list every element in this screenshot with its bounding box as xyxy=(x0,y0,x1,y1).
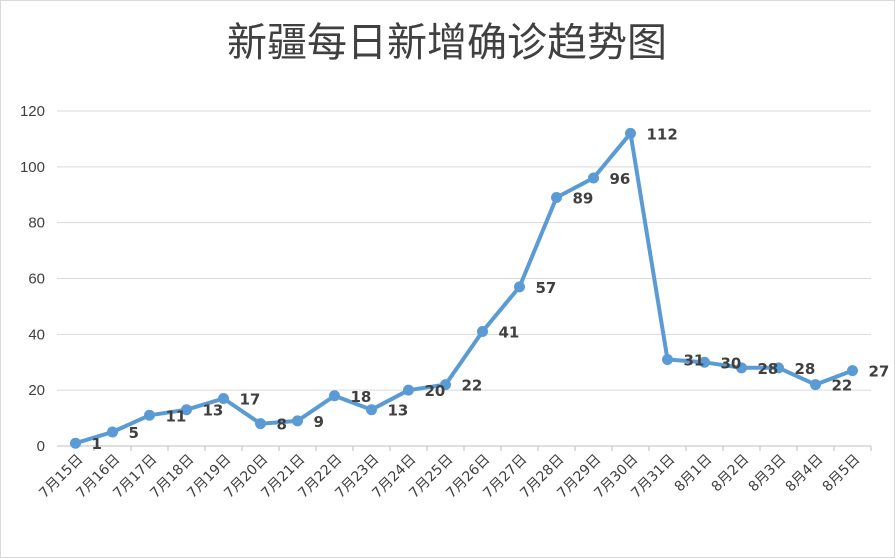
data-point xyxy=(847,365,858,377)
data-label: 112 xyxy=(647,125,678,143)
data-point xyxy=(292,415,303,427)
x-tick-label: 8月2日 xyxy=(709,452,753,496)
series-confirmed-cases xyxy=(70,127,858,449)
data-label: 96 xyxy=(610,170,631,188)
data-label: 89 xyxy=(573,190,594,208)
data-point xyxy=(810,379,821,391)
data-label: 13 xyxy=(203,402,224,420)
data-point xyxy=(255,418,266,430)
data-point xyxy=(107,426,118,438)
data-point xyxy=(662,353,673,365)
x-tick-label: 8月5日 xyxy=(820,452,864,496)
data-label: 9 xyxy=(314,413,324,431)
data-point xyxy=(218,393,229,405)
data-point xyxy=(477,326,488,338)
data-point xyxy=(736,362,747,374)
data-label: 1 xyxy=(92,435,102,453)
y-tick-label: 120 xyxy=(20,103,45,120)
data-label: 11 xyxy=(166,407,187,425)
data-point xyxy=(144,409,155,421)
data-label: 57 xyxy=(536,279,557,297)
x-tick-label: 8月3日 xyxy=(746,452,790,496)
x-tick-label: 8月1日 xyxy=(672,452,716,496)
y-tick-label: 0 xyxy=(37,438,45,455)
data-label: 28 xyxy=(795,360,816,378)
data-point xyxy=(366,404,377,416)
data-label: 30 xyxy=(721,354,742,372)
data-point xyxy=(440,379,451,391)
data-label: 13 xyxy=(388,402,409,420)
data-point xyxy=(329,390,340,402)
data-label: 41 xyxy=(499,324,520,342)
y-tick-label: 20 xyxy=(28,382,45,399)
x-axis: 7月15日7月16日7月17日7月18日7月19日7月20日7月21日7月22日… xyxy=(36,445,872,502)
data-label: 27 xyxy=(869,363,890,381)
data-label: 31 xyxy=(684,351,705,369)
data-point xyxy=(181,404,192,416)
data-label: 5 xyxy=(129,424,139,442)
data-label: 17 xyxy=(240,391,261,409)
data-point xyxy=(699,356,710,368)
data-point xyxy=(514,281,525,293)
data-point xyxy=(403,384,414,396)
y-axis: 0 20 40 60 80 100 120 xyxy=(20,103,45,455)
y-tick-label: 40 xyxy=(28,326,45,343)
x-tick-label: 8月4日 xyxy=(783,452,827,496)
data-label: 18 xyxy=(351,388,372,406)
data-point xyxy=(588,172,599,184)
data-point xyxy=(70,437,81,449)
chart-title: 新疆每日新增确诊趋势图 xyxy=(227,20,667,66)
y-tick-label: 100 xyxy=(20,159,45,176)
gridlines xyxy=(57,110,871,391)
series-line xyxy=(73,131,855,446)
data-point xyxy=(625,127,636,139)
data-label: 22 xyxy=(832,377,853,395)
data-point xyxy=(773,362,784,374)
data-label: 20 xyxy=(425,382,446,400)
y-tick-label: 60 xyxy=(28,271,45,288)
data-label: 22 xyxy=(462,377,483,395)
y-tick-label: 80 xyxy=(28,215,45,232)
data-label: 28 xyxy=(758,360,779,378)
data-label: 8 xyxy=(277,416,287,434)
data-point xyxy=(551,192,562,204)
